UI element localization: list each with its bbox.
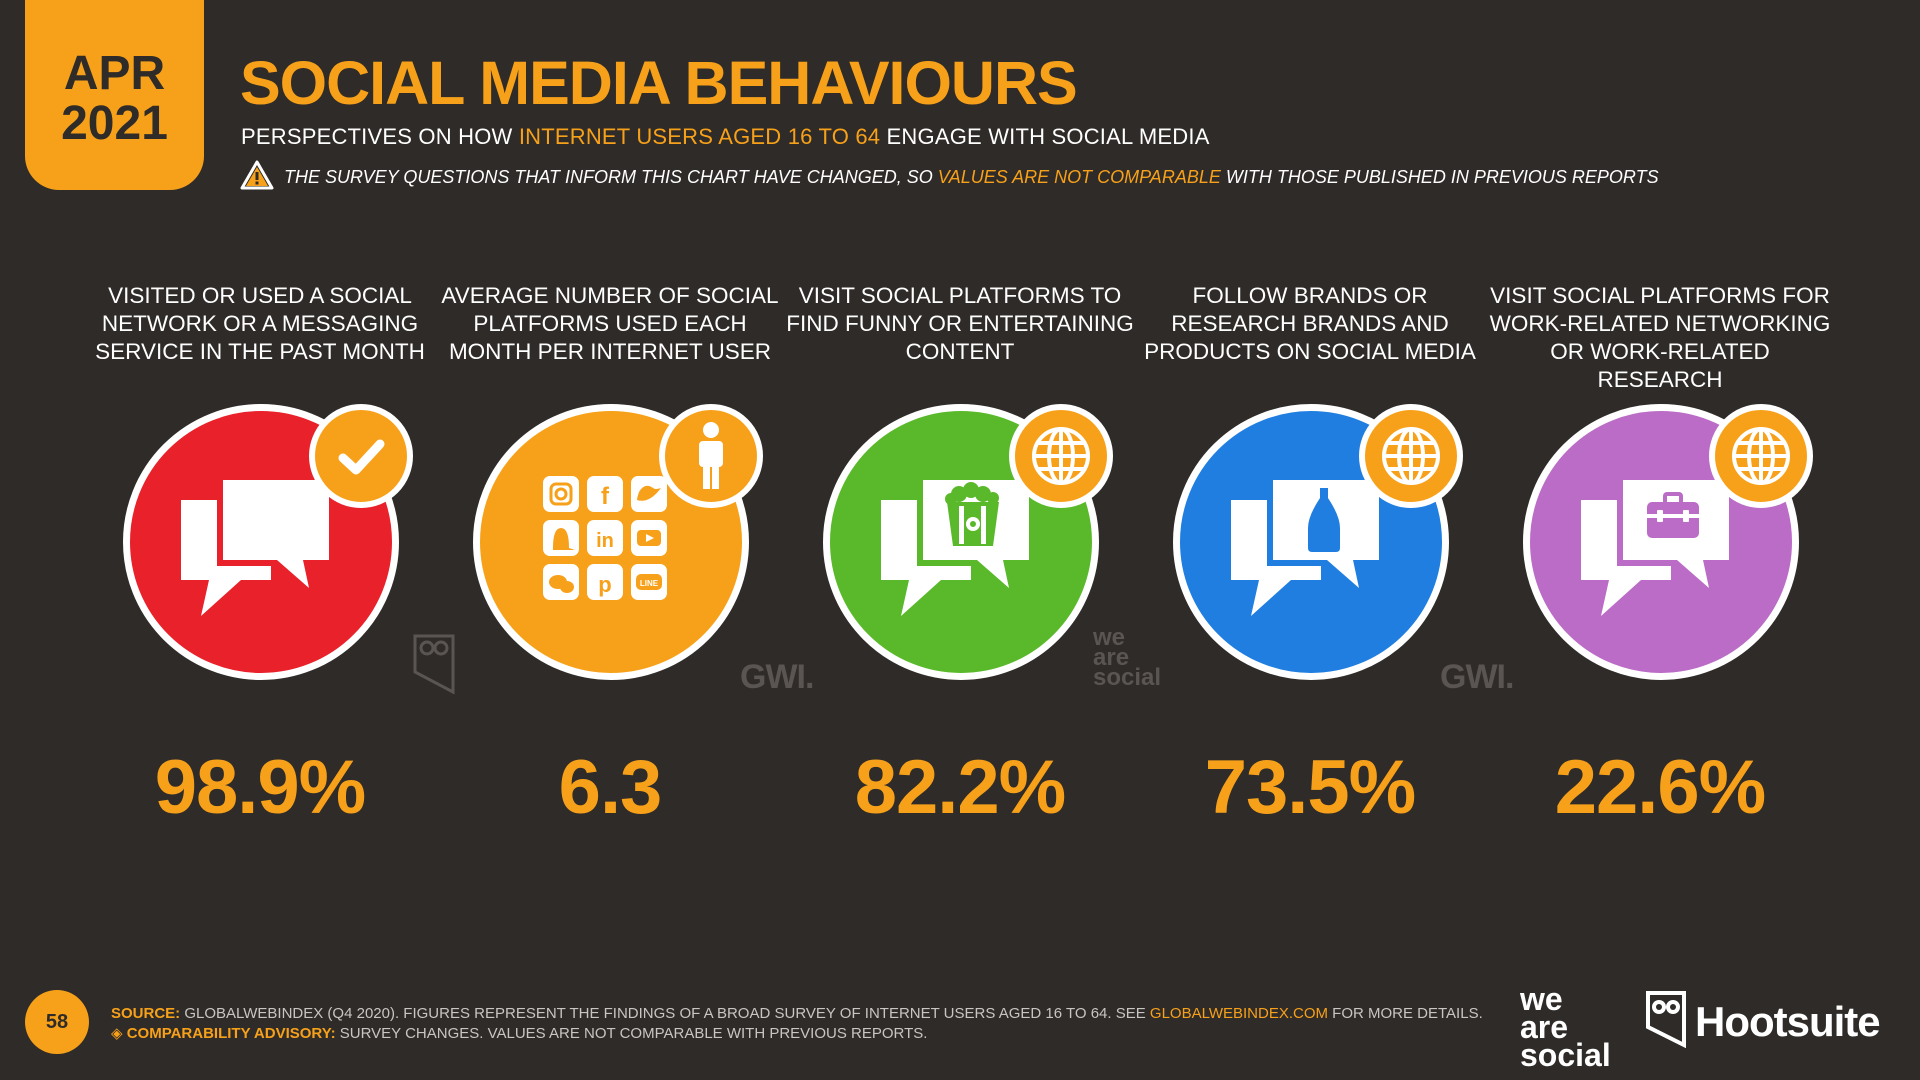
stat-platform-count: AVERAGE NUMBER OF SOCIAL PLATFORMS USED … bbox=[435, 282, 785, 842]
owl-watermark-icon bbox=[411, 632, 457, 701]
stat-brands: FOLLOW BRANDS OR RESEARCH BRANDS AND PRO… bbox=[1135, 282, 1485, 842]
globe-icon bbox=[1009, 404, 1113, 508]
comparability-warning: THE SURVEY QUESTIONS THAT INFORM THIS CH… bbox=[240, 160, 1659, 195]
logo-line: social bbox=[1520, 1037, 1611, 1073]
svg-text:f: f bbox=[601, 483, 610, 510]
briefcase-chat-icon bbox=[1523, 404, 1799, 680]
stat-value: 82.2% bbox=[854, 745, 1067, 830]
stat-entertainment: VISIT SOCIAL PLATFORMS TO FIND FUNNY OR … bbox=[785, 282, 1135, 842]
globe-icon bbox=[1359, 404, 1463, 508]
source-link[interactable]: GLOBALWEBINDEX.COM bbox=[1149, 1005, 1328, 1022]
svg-text:LINE: LINE bbox=[640, 579, 659, 588]
stats-row: VISITED OR USED A SOCIAL NETWORK OR A ME… bbox=[85, 282, 1835, 842]
stat-label: VISIT SOCIAL PLATFORMS TO FIND FUNNY OR … bbox=[786, 283, 1134, 364]
page-number: 58 bbox=[25, 990, 89, 1054]
stat-label: VISIT SOCIAL PLATFORMS FOR WORK-RELATED … bbox=[1489, 283, 1831, 392]
svg-text:in: in bbox=[596, 530, 614, 552]
person-icon bbox=[659, 404, 763, 508]
stat-value: 73.5% bbox=[1204, 745, 1417, 830]
warning-icon bbox=[240, 160, 274, 195]
stat-label: AVERAGE NUMBER OF SOCIAL PLATFORMS USED … bbox=[441, 283, 779, 364]
checkmark-icon bbox=[309, 404, 413, 508]
stat-label: VISITED OR USED A SOCIAL NETWORK OR A ME… bbox=[95, 283, 425, 364]
hootsuite-logo: Hootsuite bbox=[1645, 990, 1881, 1053]
gwi-watermark: GWI. bbox=[740, 658, 814, 696]
watermark-line: we bbox=[1093, 624, 1126, 651]
stat-work: VISIT SOCIAL PLATFORMS FOR WORK-RELATED … bbox=[1485, 282, 1835, 842]
social-platforms-grid-icon: f in p LINE bbox=[473, 404, 749, 680]
advisory-label: ◈ COMPARABILITY ADVISORY: bbox=[111, 1025, 336, 1042]
date-month: APR bbox=[63, 46, 166, 100]
warning-text-end: WITH THOSE PUBLISHED IN PREVIOUS REPORTS bbox=[1220, 167, 1659, 187]
warning-text: THE SURVEY QUESTIONS THAT INFORM THIS CH… bbox=[284, 167, 938, 187]
bottle-chat-icon bbox=[1173, 404, 1449, 680]
globe-icon bbox=[1709, 404, 1813, 508]
source-text-end: FOR MORE DETAILS. bbox=[1328, 1005, 1483, 1022]
stat-social-use: VISITED OR USED A SOCIAL NETWORK OR A ME… bbox=[85, 282, 435, 842]
warning-highlight: VALUES ARE NOT COMPARABLE bbox=[937, 167, 1221, 187]
date-year: 2021 bbox=[61, 97, 168, 150]
stat-value: 22.6% bbox=[1554, 745, 1767, 830]
logo-line: we bbox=[1520, 981, 1563, 1017]
owl-logo-icon bbox=[1645, 990, 1687, 1053]
we-are-social-logo: we are social bbox=[1520, 981, 1611, 1073]
subtitle-highlight: INTERNET USERS AGED 16 TO 64 bbox=[518, 124, 881, 149]
subtitle-text: PERSPECTIVES ON HOW bbox=[241, 124, 519, 149]
stat-value: 6.3 bbox=[558, 745, 663, 830]
watermark-line: are bbox=[1093, 644, 1130, 671]
page-title: SOCIAL MEDIA BEHAVIOURS bbox=[240, 49, 1078, 117]
logo-line: are bbox=[1520, 1009, 1569, 1045]
hootsuite-wordmark: Hootsuite bbox=[1695, 997, 1881, 1045]
page-subtitle: PERSPECTIVES ON HOW INTERNET USERS AGED … bbox=[241, 124, 1210, 150]
date-tab: APR 2021 bbox=[25, 0, 204, 190]
we-are-social-watermark: we are social bbox=[1093, 624, 1162, 691]
source-note: SOURCE: GLOBALWEBINDEX (Q4 2020). FIGURE… bbox=[111, 1004, 1483, 1044]
chat-bubbles-icon bbox=[123, 404, 399, 680]
stat-label: FOLLOW BRANDS OR RESEARCH BRANDS AND PRO… bbox=[1144, 283, 1476, 364]
source-text: GLOBALWEBINDEX (Q4 2020). FIGURES REPRES… bbox=[180, 1005, 1150, 1022]
stat-circle bbox=[1523, 404, 1799, 680]
svg-text:p: p bbox=[598, 572, 611, 597]
gwi-watermark: GWI. bbox=[1440, 658, 1514, 696]
subtitle-text-end: ENGAGE WITH SOCIAL MEDIA bbox=[880, 124, 1210, 149]
popcorn-chat-icon bbox=[823, 404, 1099, 680]
watermark-line: social bbox=[1093, 664, 1162, 691]
source-label: SOURCE: bbox=[111, 1005, 181, 1022]
stat-value: 98.9% bbox=[154, 745, 367, 830]
advisory-text: SURVEY CHANGES. VALUES ARE NOT COMPARABL… bbox=[335, 1025, 928, 1042]
